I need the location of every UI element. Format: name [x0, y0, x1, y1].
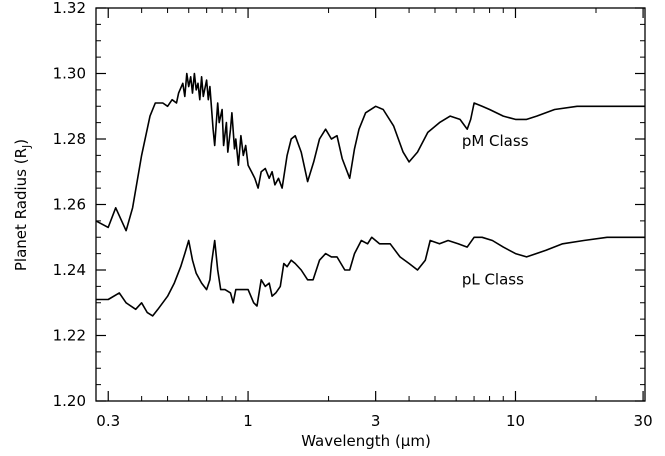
y-tick-label: 1.28 — [53, 130, 86, 148]
x-axis-label: Wavelength (μm) — [301, 432, 431, 450]
y-tick-label: 1.32 — [53, 0, 86, 17]
x-tick-label: 10 — [506, 412, 525, 430]
y-tick-label: 1.26 — [53, 196, 86, 214]
y-axis-label: Planet Radius (RJ) — [12, 139, 33, 271]
x-tick-label: 0.3 — [96, 412, 120, 430]
y-axis-label-main: Planet Radius (R — [12, 148, 30, 271]
series-label-pl: pL Class — [462, 271, 524, 289]
x-tick-label: 3 — [371, 412, 381, 430]
tick-labels: 0.3 1 3 10 30 1.20 1.22 1.24 1.26 1.28 1.30 1.32 — [53, 0, 653, 430]
y-tick-label: 1.24 — [53, 261, 86, 279]
y-tick-label: 1.30 — [53, 65, 86, 83]
y-tick-label: 1.22 — [53, 327, 86, 345]
y-axis-label-close: ) — [12, 139, 30, 145]
y-tick-label: 1.20 — [53, 392, 86, 410]
series-line-pl — [96, 236, 645, 317]
axis-ticks — [96, 7, 645, 402]
x-tick-label: 1 — [243, 412, 253, 430]
series-line-pm — [95, 72, 645, 232]
series-labels: pM Class pL Class — [462, 132, 529, 289]
plot-frame — [95, 7, 646, 402]
series-lines — [95, 72, 645, 317]
series-label-pm: pM Class — [462, 132, 529, 150]
x-tick-label: 30 — [634, 412, 653, 430]
y-axis-label-sub: J — [20, 145, 33, 149]
